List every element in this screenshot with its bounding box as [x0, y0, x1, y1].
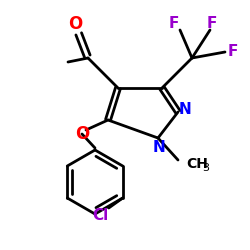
Text: N: N [178, 102, 192, 118]
Text: O: O [68, 15, 82, 33]
Text: F: F [169, 16, 179, 30]
Text: N: N [152, 140, 166, 154]
Text: F: F [228, 44, 238, 59]
Text: CH: CH [186, 157, 208, 171]
Text: 3: 3 [202, 163, 209, 173]
Text: Cl: Cl [92, 208, 109, 222]
Text: F: F [207, 16, 217, 30]
Text: O: O [75, 125, 89, 143]
